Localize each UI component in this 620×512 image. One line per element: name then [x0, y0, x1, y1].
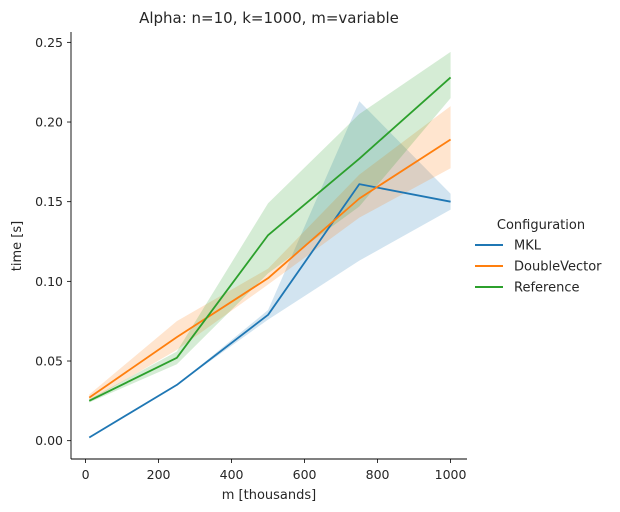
x-tick-label: 0 [82, 467, 90, 482]
series-line-doublevector [88, 138, 452, 399]
series-line-mkl [88, 183, 451, 439]
legend-title: Configuration [497, 218, 585, 233]
y-axis-label: time [s] [10, 221, 25, 271]
x-tick-label: 1000 [435, 467, 467, 482]
y-tick-label: 0.15 [35, 194, 63, 209]
legend-entry: Reference [514, 281, 579, 296]
series-lines [88, 76, 452, 439]
ci-band-doublevector [89, 106, 451, 401]
legend: Configuration MKL DoubleVector Reference [475, 218, 602, 296]
x-tick-label: 200 [147, 467, 171, 482]
x-tick-label: 400 [220, 467, 244, 482]
y-ticks: 0.00 0.05 0.10 0.15 0.20 0.25 [35, 35, 71, 448]
y-tick-label: 0.20 [35, 115, 63, 130]
y-tick-label: 0.10 [35, 274, 63, 289]
confidence-bands [89, 51, 451, 438]
legend-entry: MKL [514, 239, 542, 254]
x-ticks: 0 200 400 600 800 1000 [82, 459, 467, 482]
legend-entry: DoubleVector [514, 260, 602, 275]
y-tick-label: 0.05 [35, 354, 63, 369]
y-tick-label: 0.00 [35, 433, 63, 448]
ci-band-mkl [89, 101, 451, 438]
chart-title: Alpha: n=10, k=1000, m=variable [139, 9, 399, 27]
x-tick-label: 600 [293, 467, 317, 482]
ci-band-reference [89, 51, 451, 403]
y-tick-label: 0.25 [35, 35, 63, 50]
x-axis-label: m [thousands] [222, 488, 316, 503]
series-line-reference [88, 76, 452, 402]
x-tick-label: 800 [366, 467, 390, 482]
